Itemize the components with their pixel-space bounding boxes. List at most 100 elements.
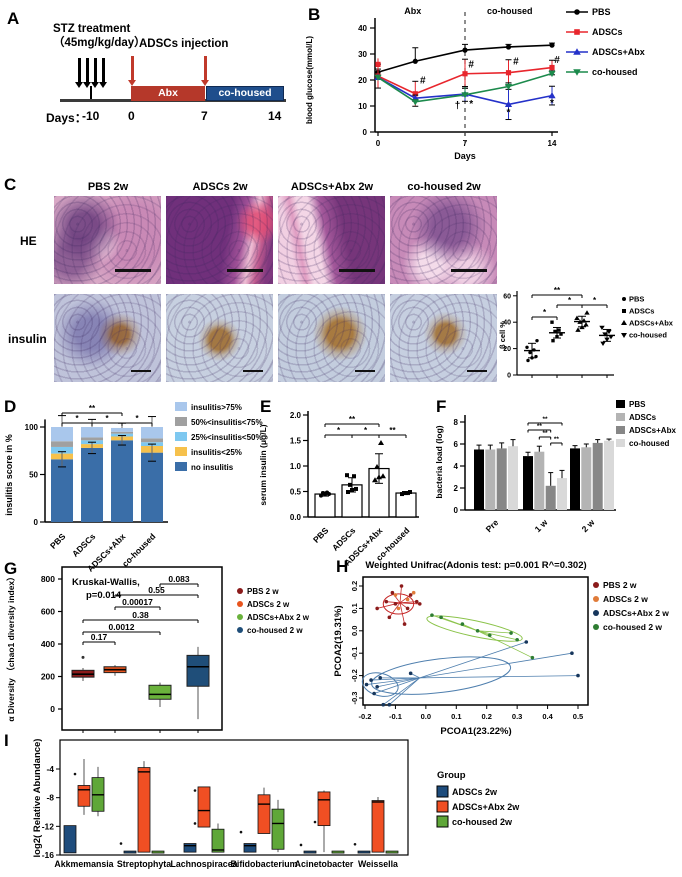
svg-text:0: 0 bbox=[34, 518, 39, 527]
day-tick-label: 0 bbox=[128, 109, 135, 123]
day-tick-label: -10 bbox=[82, 109, 100, 123]
he-image-adscs bbox=[166, 196, 273, 284]
day-minus10-tick bbox=[90, 86, 92, 99]
column-header: PBS 2w bbox=[87, 181, 129, 193]
svg-text:ADSCs: ADSCs bbox=[592, 27, 623, 37]
he-image-adscs-abx bbox=[278, 196, 385, 284]
svg-text:6: 6 bbox=[454, 440, 459, 449]
svg-text:Acinetobacter: Acinetobacter bbox=[295, 859, 354, 869]
insulin-image-adscs bbox=[166, 294, 273, 382]
svg-text:4: 4 bbox=[454, 462, 459, 471]
svg-text:serum insulin (μg/L): serum insulin (μg/L) bbox=[258, 424, 268, 505]
svg-text:PCOA2(19.31%): PCOA2(19.31%) bbox=[333, 605, 344, 676]
svg-text:40: 40 bbox=[358, 24, 367, 33]
svg-text:*: * bbox=[75, 414, 79, 423]
svg-text:co-housed: co-housed bbox=[487, 6, 533, 16]
svg-text:0.0: 0.0 bbox=[290, 513, 302, 522]
svg-text:1 w: 1 w bbox=[533, 517, 550, 534]
svg-text:-0.2: -0.2 bbox=[359, 712, 372, 721]
blood-glucose-chart: 0102030400714blood glucose(mmol/L)DaysAb… bbox=[305, 6, 645, 161]
svg-text:ADSCs+Abx: ADSCs+Abx bbox=[629, 319, 674, 328]
svg-text:Group: Group bbox=[437, 770, 466, 781]
day-tick-label: 14 bbox=[268, 109, 282, 123]
svg-text:PBS 2 w: PBS 2 w bbox=[603, 580, 637, 590]
svg-text:#: # bbox=[513, 56, 519, 67]
svg-text:ADSCs+Abx: ADSCs+Abx bbox=[592, 47, 645, 57]
svg-text:Weissella: Weissella bbox=[358, 859, 398, 869]
svg-text:200: 200 bbox=[41, 672, 55, 682]
stz-arrow-icon bbox=[83, 58, 90, 88]
svg-text:co-housed: co-housed bbox=[592, 67, 638, 77]
svg-text:0.1: 0.1 bbox=[451, 712, 461, 721]
svg-text:insulitis>75%: insulitis>75% bbox=[191, 403, 242, 412]
column-header: ADSCs+Abx 2w bbox=[290, 181, 374, 193]
days-prefix: Days： bbox=[46, 111, 87, 125]
svg-text:*: * bbox=[507, 107, 511, 118]
svg-text:*: * bbox=[543, 308, 547, 317]
svg-text:co-housed 2w: co-housed 2w bbox=[452, 817, 513, 827]
svg-text:*: * bbox=[593, 296, 597, 305]
svg-text:**: ** bbox=[542, 430, 548, 437]
svg-text:25%<insulitis<50%: 25%<insulitis<50% bbox=[191, 433, 263, 442]
svg-text:-16: -16 bbox=[42, 850, 55, 860]
svg-text:ADSCs: ADSCs bbox=[70, 531, 98, 559]
panel-label-b: B bbox=[308, 5, 321, 24]
svg-text:0.55: 0.55 bbox=[148, 585, 165, 595]
he-image-cohoused bbox=[390, 196, 497, 284]
svg-text:ADSCs+Abx: ADSCs+Abx bbox=[629, 426, 676, 435]
svg-text:ADSCs: ADSCs bbox=[629, 413, 657, 422]
he-image-pbs bbox=[54, 196, 161, 284]
svg-text:insulitis score in %: insulitis score in % bbox=[4, 434, 14, 516]
svg-text:PBS 2 w: PBS 2 w bbox=[247, 587, 279, 596]
svg-text:*: * bbox=[105, 414, 109, 423]
svg-text:8: 8 bbox=[454, 418, 459, 427]
svg-text:Lachnospiracea: Lachnospiracea bbox=[171, 859, 238, 869]
svg-text:0.2: 0.2 bbox=[350, 581, 359, 591]
svg-text:20: 20 bbox=[358, 76, 367, 85]
svg-text:co-housed: co-housed bbox=[629, 439, 670, 448]
stz-arrow-icon bbox=[99, 58, 106, 88]
svg-text:-0.3: -0.3 bbox=[350, 692, 359, 705]
svg-text:1.5: 1.5 bbox=[290, 437, 302, 446]
svg-text:*: * bbox=[568, 296, 572, 305]
svg-text:1.0: 1.0 bbox=[290, 462, 302, 471]
svg-text:600: 600 bbox=[41, 607, 55, 617]
abx-period-box: Abx bbox=[131, 86, 205, 101]
panel-label-h: H bbox=[336, 557, 349, 576]
svg-text:0.38: 0.38 bbox=[132, 610, 149, 620]
svg-text:α Diversity （chao1 diversity i: α Diversity （chao1 diversity index） bbox=[6, 572, 16, 721]
svg-text:40: 40 bbox=[503, 320, 511, 327]
injection-arrow-icon bbox=[201, 56, 208, 86]
svg-text:**: ** bbox=[349, 415, 356, 424]
svg-text:*: * bbox=[364, 426, 368, 435]
svg-text:0.00017: 0.00017 bbox=[122, 597, 153, 607]
svg-text:log2( Relative Abundance): log2( Relative Abundance) bbox=[32, 739, 43, 858]
adsc-injection-label: ADSCs injection bbox=[139, 38, 229, 50]
svg-text:800: 800 bbox=[41, 574, 55, 584]
svg-text:-0.1: -0.1 bbox=[389, 712, 402, 721]
svg-text:0.5: 0.5 bbox=[573, 712, 583, 721]
insulin-image-pbs bbox=[54, 294, 161, 382]
svg-text:co-housed 2 w: co-housed 2 w bbox=[247, 626, 303, 635]
svg-text:bacteria load (log): bacteria load (log) bbox=[434, 425, 444, 498]
panel-label-c: C bbox=[4, 175, 17, 194]
stz-arrow-icon bbox=[91, 58, 98, 88]
svg-text:0: 0 bbox=[454, 506, 459, 515]
panel-label-f: F bbox=[436, 397, 447, 416]
svg-text:PCOA1(23.22%): PCOA1(23.22%) bbox=[440, 726, 511, 737]
svg-text:PBS: PBS bbox=[48, 531, 68, 551]
svg-text:-0.2: -0.2 bbox=[350, 669, 359, 682]
svg-text:0.083: 0.083 bbox=[168, 574, 190, 584]
svg-text:400: 400 bbox=[41, 639, 55, 649]
svg-text:ADSCs 2 w: ADSCs 2 w bbox=[247, 600, 290, 609]
svg-text:0.0012: 0.0012 bbox=[109, 622, 135, 632]
svg-text:Bifidobacterium: Bifidobacterium bbox=[231, 859, 298, 869]
svg-text:#: # bbox=[468, 60, 474, 71]
svg-text:30: 30 bbox=[358, 50, 367, 59]
svg-text:-8: -8 bbox=[46, 793, 54, 803]
svg-text:0: 0 bbox=[363, 128, 368, 137]
svg-text:-0.1: -0.1 bbox=[350, 647, 359, 660]
